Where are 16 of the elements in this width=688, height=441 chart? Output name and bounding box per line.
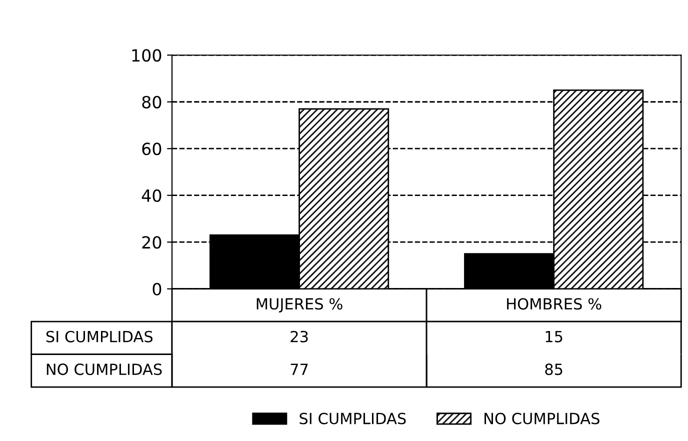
legend-label: NO CUMPLIDAS [484, 412, 600, 424]
data-label: 23 [290, 330, 308, 342]
text: SI CUMPLIDAS [46, 330, 153, 342]
data-label: 77 [290, 364, 308, 375]
data-label: 15 [546, 331, 562, 342]
y-tick-label: 40 [142, 189, 162, 202]
legend-label: SI CUMPLIDAS [300, 412, 406, 424]
y-tick-label: 0 [152, 282, 162, 296]
x-tick-label: HOMBRES % [507, 298, 602, 310]
x-tick-label: MUJERES % [256, 298, 342, 312]
y-tick-label: 20 [142, 236, 162, 249]
y-tick-label: 80 [142, 96, 162, 108]
data-label: 85 [545, 364, 562, 376]
text: NO CUMPLIDAS [46, 364, 162, 376]
y-tick-label: 60 [142, 142, 162, 156]
y-tick-label: 100 [132, 49, 162, 62]
